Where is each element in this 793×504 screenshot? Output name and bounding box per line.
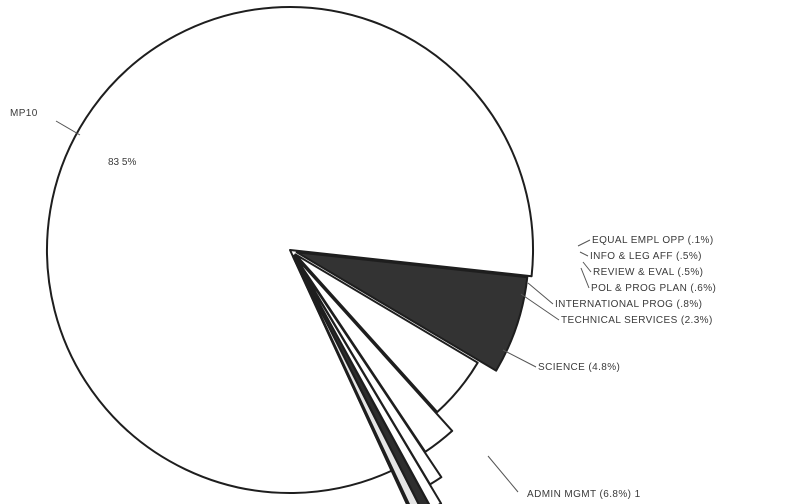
leader-line-science — [502, 349, 537, 368]
leader-line-technical-services — [520, 293, 560, 321]
callout-technical-services: TECHNICAL SERVICES (2.3%) — [561, 315, 713, 326]
callout-mp10: MP10 — [10, 108, 38, 119]
leader-line-international-prog — [527, 282, 554, 305]
pie-slice-admin-mgmt — [295, 251, 529, 372]
pie-slice-science — [294, 253, 479, 413]
pie-slice-technical-services — [293, 254, 454, 453]
leader-line-admin-mgmt — [487, 455, 519, 493]
callout-science: SCIENCE (4.8%) — [538, 362, 620, 373]
callout-international-prog: INTERNATIONAL PROG (.8%) — [555, 299, 702, 310]
callout-pol-prog-plan: POL & PROG PLAN (.6%) — [591, 283, 716, 294]
pie-slice-international-prog — [292, 254, 443, 486]
leader-lines — [55, 120, 592, 493]
pie-slice-mp10 — [46, 6, 534, 495]
leader-line-equal-empl-opp — [577, 239, 591, 247]
callout-equal-empl-opp: EQUAL EMPL OPP (.1%) — [592, 235, 714, 246]
data-label-mp10: 83 5% — [108, 157, 136, 168]
callout-review-eval: REVIEW & EVAL (.5%) — [593, 267, 703, 278]
leader-line-mp10 — [55, 120, 81, 136]
pie-slices — [46, 6, 534, 504]
leader-line-review-eval — [582, 261, 592, 273]
callout-admin-mgmt: ADMIN MGMT (6.8%) 1 — [527, 489, 641, 500]
callout-info-leg-aff: INFO & LEG AFF (.5%) — [590, 251, 702, 262]
leader-line-pol-prog-plan — [580, 267, 590, 289]
leader-line-info-leg-aff — [579, 251, 589, 257]
